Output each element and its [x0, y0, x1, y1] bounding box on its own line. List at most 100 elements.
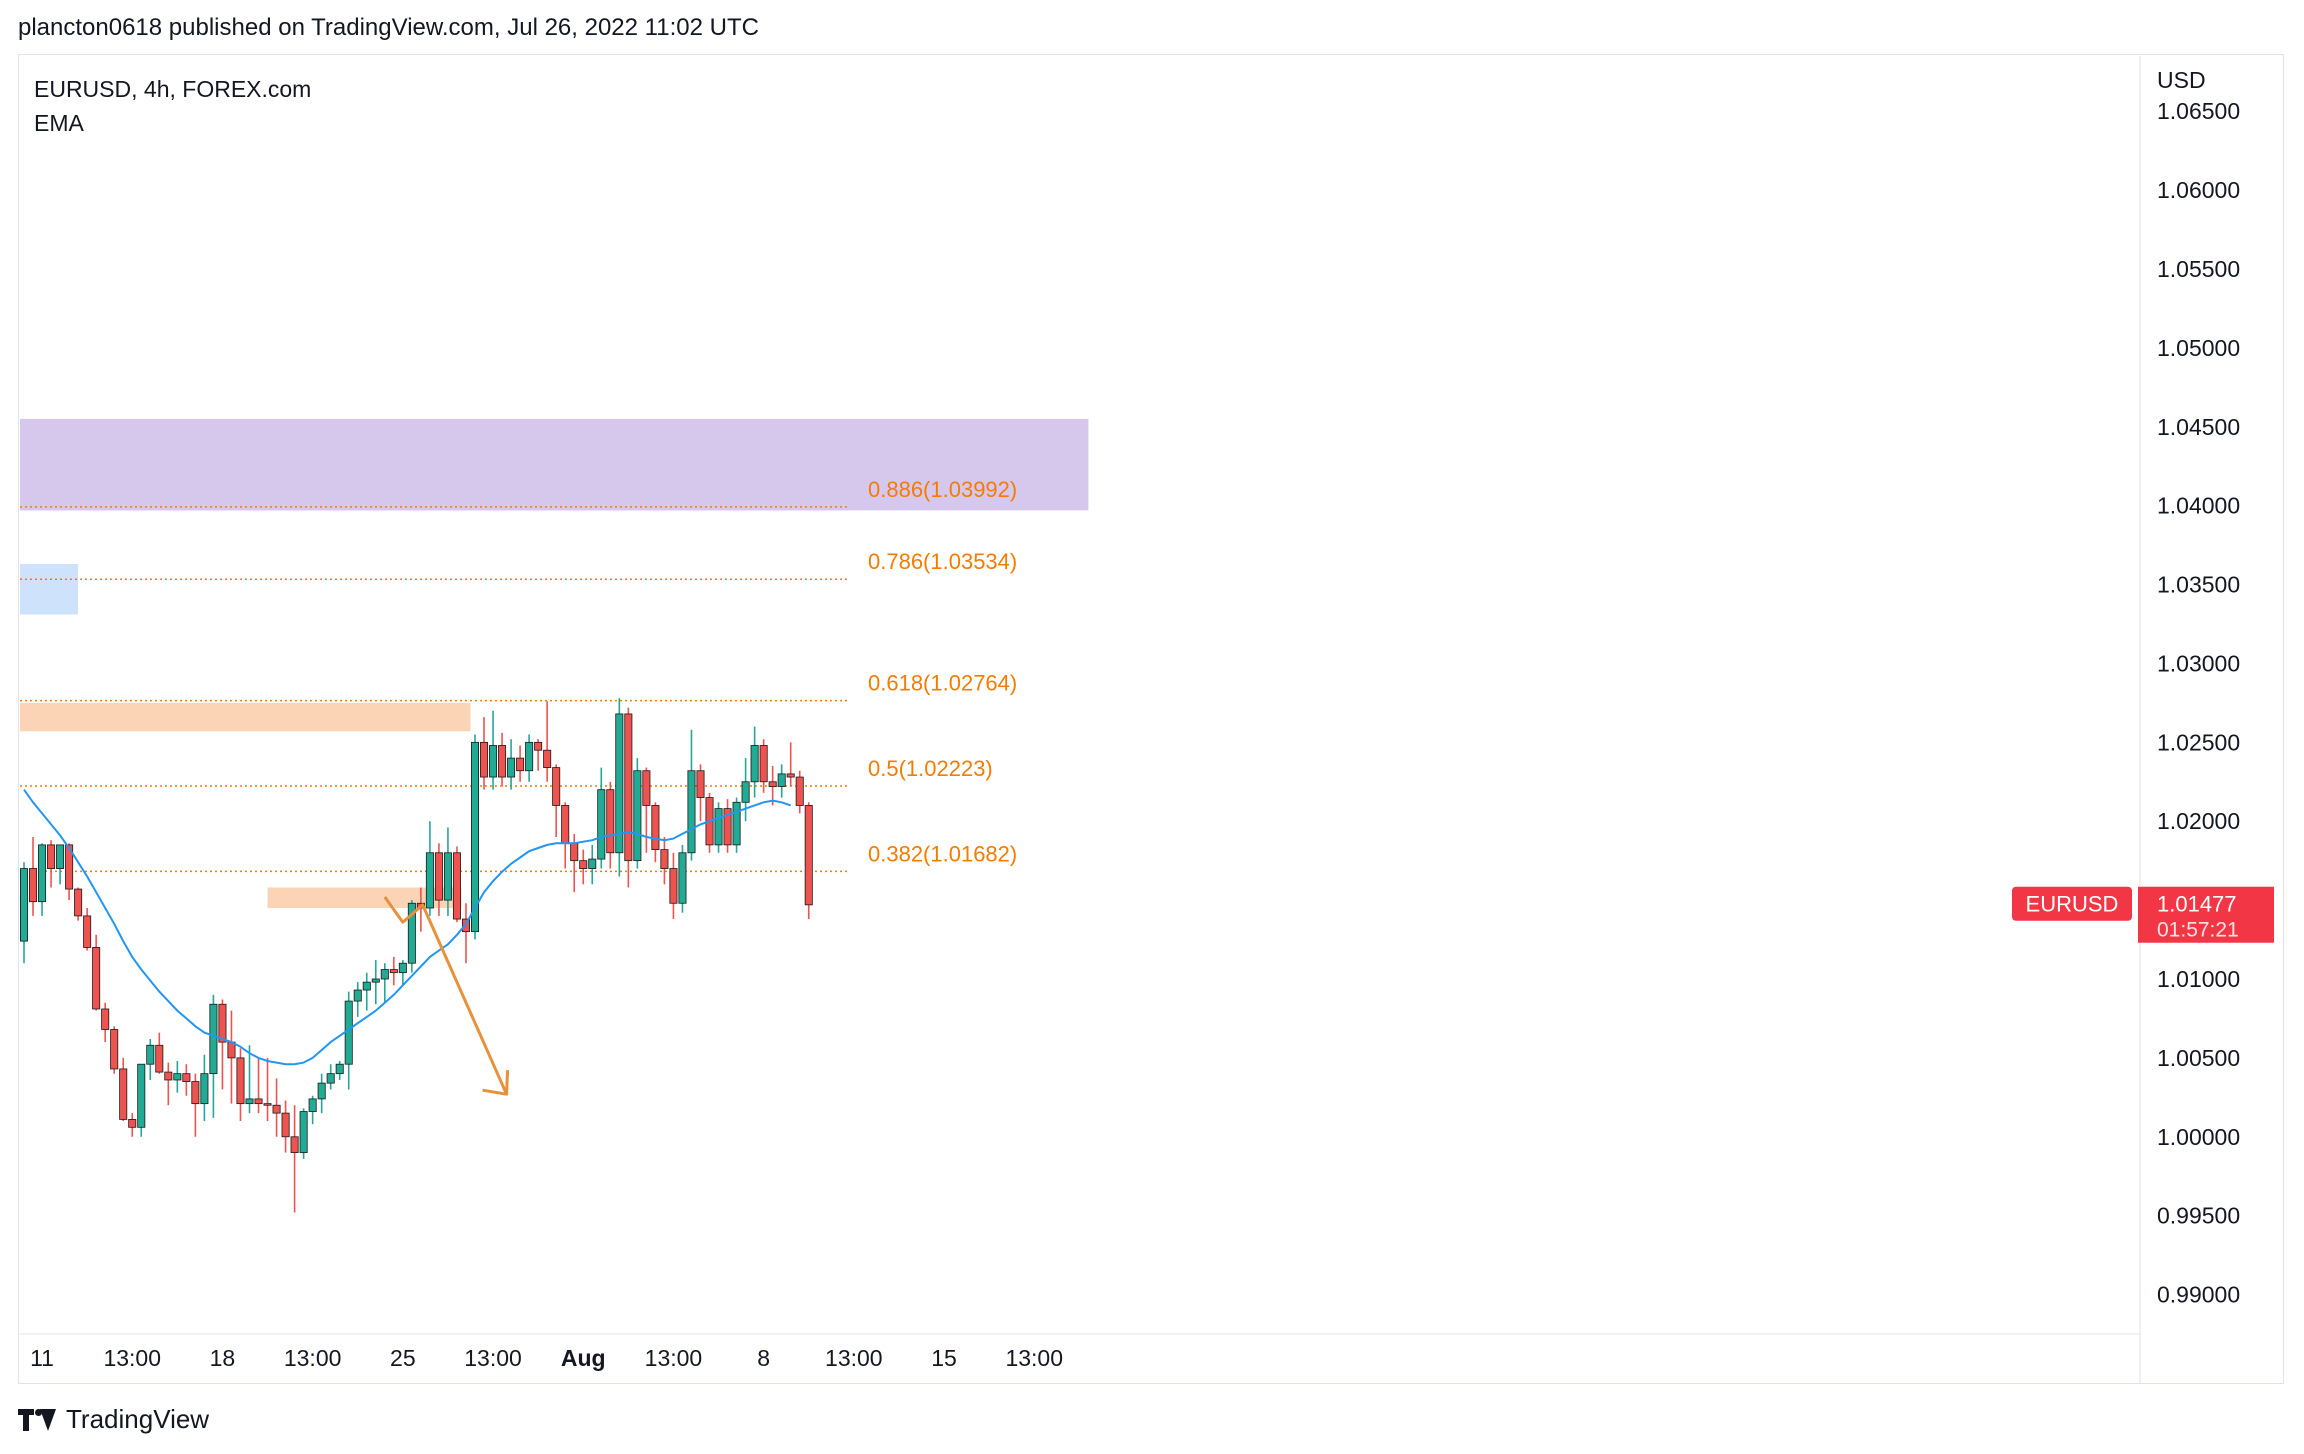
candle: [308, 1095, 317, 1125]
candle: [750, 726, 759, 798]
candle-body: [164, 1071, 173, 1081]
candle: [74, 887, 83, 921]
chart-legend: EURUSD, 4h, FOREX.com EMA: [34, 72, 311, 140]
candle: [281, 1100, 290, 1153]
symbol-price-tag-text: EURUSD: [2026, 892, 2119, 917]
candle: [516, 745, 525, 782]
candle: [443, 827, 452, 916]
candle-body: [543, 749, 552, 768]
candle: [452, 846, 461, 923]
candle-body: [651, 805, 660, 851]
candle: [714, 802, 723, 853]
time-tick-3: 13:00: [284, 1345, 342, 1371]
candle-body: [407, 902, 416, 964]
candle: [624, 707, 633, 888]
candle-body: [281, 1112, 290, 1138]
candle-body: [606, 789, 615, 854]
zones-layer: [20, 418, 1089, 908]
candle: [299, 1108, 308, 1159]
bar-countdown: 01:57:21: [2157, 919, 2239, 942]
candle: [128, 1113, 137, 1137]
price-tick-8: 1.02500: [2157, 729, 2240, 755]
candle: [723, 799, 732, 853]
candle-body: [525, 741, 534, 772]
candle: [615, 698, 624, 877]
candle: [38, 843, 47, 916]
candle: [218, 999, 227, 1090]
candle: [741, 758, 750, 822]
candle-body: [470, 741, 479, 933]
candle: [317, 1073, 326, 1114]
candle-body: [209, 1003, 218, 1075]
candle: [29, 837, 38, 916]
symbol-line[interactable]: EURUSD, 4h, FOREX.com: [34, 76, 312, 102]
candle: [19, 862, 28, 964]
price-tick-9: 1.02000: [2157, 808, 2240, 834]
ema-line: [23, 789, 792, 1066]
time-tick-9: 13:00: [825, 1345, 883, 1371]
time-axis: 11 13:00 18 13:00 25 13:00 Aug 13:00 8 13:00 15 13:…: [20, 1333, 2140, 1371]
time-tick-8: 8: [757, 1345, 770, 1371]
candle: [380, 963, 389, 1003]
fib-label-1: 0.786(1.03534): [868, 549, 1017, 574]
candle-body: [795, 776, 804, 806]
candle-body: [633, 770, 642, 862]
candle: [398, 960, 407, 986]
candle: [191, 1073, 200, 1137]
candle: [525, 734, 534, 782]
price-tick-0: 1.06500: [2157, 98, 2240, 124]
time-tick-7: 13:00: [645, 1345, 703, 1371]
price-tick-5: 1.04000: [2157, 493, 2240, 519]
candle: [245, 1045, 254, 1114]
indicator-label[interactable]: EMA: [34, 110, 84, 136]
candle: [795, 770, 804, 814]
candle: [101, 1002, 110, 1043]
candle-body: [489, 745, 498, 778]
candle-body: [218, 1003, 227, 1043]
candle-body: [597, 789, 606, 860]
projection-arrowhead: [482, 1070, 510, 1096]
candle-body: [678, 852, 687, 904]
candle-body: [19, 868, 28, 942]
time-tick-0: 11: [30, 1345, 54, 1371]
projection-layer: [383, 896, 510, 1096]
candle-body: [155, 1044, 164, 1073]
candle-body: [317, 1082, 326, 1100]
candle-body: [425, 852, 434, 909]
candle: [606, 781, 615, 869]
candle: [696, 764, 705, 822]
candle-body: [38, 844, 47, 903]
zone-purple-0: [20, 418, 1089, 511]
candle-body: [101, 1008, 110, 1030]
candle-body: [308, 1098, 317, 1112]
candle: [47, 840, 56, 888]
candle-body: [660, 849, 669, 869]
candle-body: [452, 852, 461, 920]
candle-body: [137, 1063, 146, 1128]
candle-body: [804, 805, 813, 906]
time-tick-4: 25: [390, 1345, 416, 1371]
candle: [425, 821, 434, 916]
candle: [236, 1048, 245, 1121]
candle-body: [173, 1073, 182, 1081]
candle-body: [236, 1057, 245, 1105]
chart-frame: [18, 54, 2284, 1384]
candle: [173, 1061, 182, 1093]
candle: [326, 1064, 335, 1090]
price-tick-12: 1.00500: [2157, 1045, 2240, 1071]
candle-body: [434, 852, 443, 901]
candle-body: [561, 805, 570, 844]
candle: [389, 956, 398, 986]
candle: [92, 934, 101, 1011]
footer-brand[interactable]: TradingView: [18, 1404, 209, 1435]
candle-body: [534, 741, 543, 751]
candle: [182, 1064, 191, 1096]
candle: [335, 1061, 344, 1080]
candle: [470, 734, 479, 940]
candle-body: [74, 888, 83, 917]
candle: [110, 1026, 119, 1074]
candle: [732, 797, 741, 853]
fib-label-3: 0.5(1.02223): [868, 756, 993, 781]
candle: [498, 732, 507, 787]
